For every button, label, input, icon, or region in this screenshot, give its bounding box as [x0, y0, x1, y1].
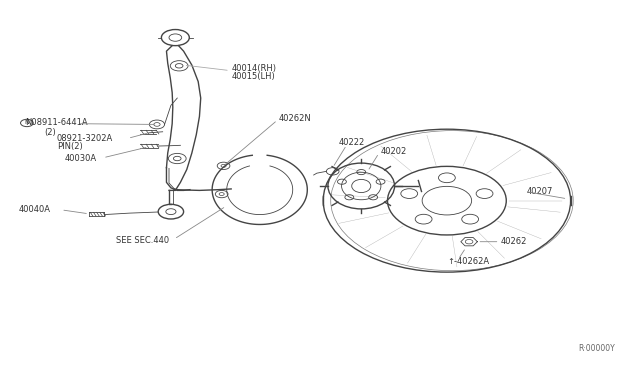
Text: SEE SEC.440: SEE SEC.440 — [116, 237, 169, 246]
Text: N08911-6441A: N08911-6441A — [25, 118, 88, 128]
Text: N: N — [24, 121, 29, 125]
Text: 40222: 40222 — [339, 138, 365, 147]
Text: PIN(2): PIN(2) — [57, 142, 83, 151]
Text: 08921-3202A: 08921-3202A — [57, 134, 113, 143]
Text: 40030A: 40030A — [64, 154, 97, 163]
Text: (2): (2) — [44, 128, 56, 137]
Text: ↑-40262A: ↑-40262A — [447, 257, 489, 266]
Text: 40014(RH): 40014(RH) — [231, 64, 276, 73]
Text: 40207: 40207 — [526, 187, 552, 196]
Text: 40015(LH): 40015(LH) — [231, 72, 275, 81]
Text: 40040A: 40040A — [19, 205, 51, 214]
Text: 40202: 40202 — [380, 147, 406, 156]
Text: 40262: 40262 — [501, 237, 527, 246]
Text: 40262N: 40262N — [279, 114, 312, 123]
Text: R·00000Y: R·00000Y — [579, 344, 615, 353]
